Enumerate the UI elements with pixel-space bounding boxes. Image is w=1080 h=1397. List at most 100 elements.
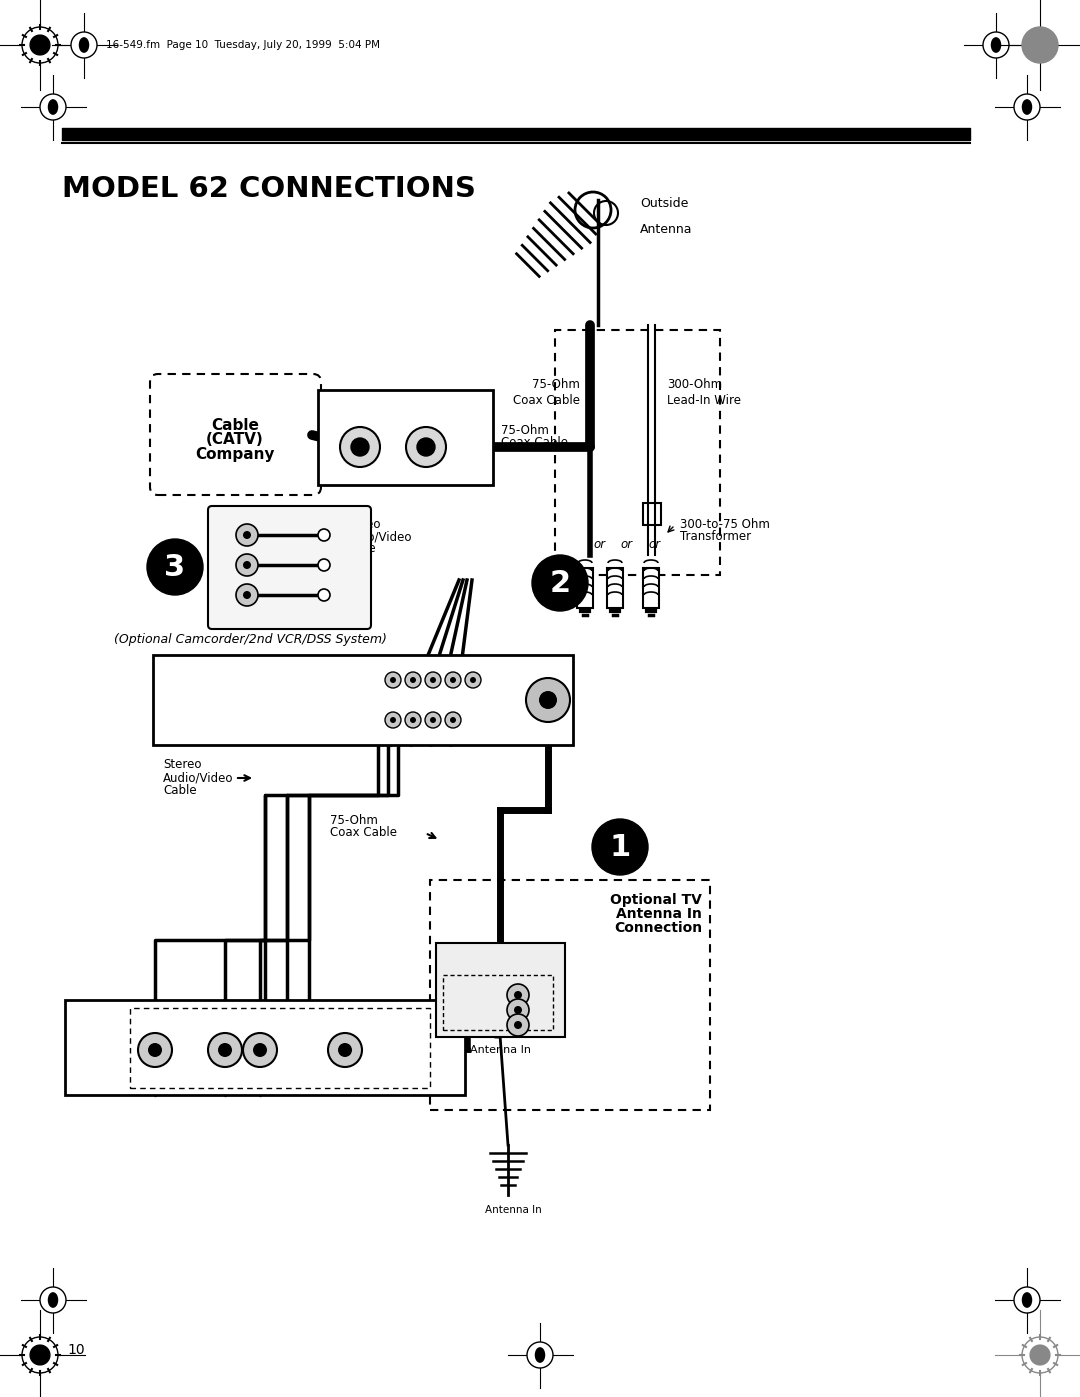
Circle shape [983,32,1009,59]
Text: Coax Cable: Coax Cable [330,827,397,840]
Circle shape [30,1345,50,1365]
Circle shape [405,672,421,687]
Circle shape [470,678,476,683]
Circle shape [430,717,436,724]
Text: 75-Ohm: 75-Ohm [501,423,549,436]
Circle shape [384,712,401,728]
Circle shape [1014,1287,1040,1313]
Circle shape [237,524,258,546]
Bar [430,880,710,1111]
Circle shape [426,672,441,687]
Circle shape [40,1287,66,1313]
Circle shape [410,717,416,724]
Circle shape [405,712,421,728]
Text: R: R [257,1073,264,1083]
Circle shape [237,555,258,576]
Circle shape [539,692,557,710]
Text: 1: 1 [609,833,631,862]
Text: or: or [649,538,661,552]
Bar [443,975,553,1030]
Text: Connection: Connection [613,921,702,935]
Text: Coax Cable: Coax Cable [501,436,568,450]
Circle shape [243,562,251,569]
Circle shape [147,539,203,595]
Text: Antenna In: Antenna In [485,1206,541,1215]
Text: R  AUDIO  L   VIDEO   IN FROM: R AUDIO L VIDEO IN FROM [393,661,488,665]
Ellipse shape [991,38,1000,52]
Circle shape [1022,1337,1058,1373]
Bar [65,1000,465,1095]
Circle shape [390,717,396,724]
Circle shape [208,1032,242,1067]
Text: ANT: ANT [473,666,486,672]
Circle shape [532,555,588,610]
Text: Company: Company [195,447,274,462]
Circle shape [514,990,522,999]
Circle shape [1030,1345,1050,1365]
Circle shape [340,427,380,467]
Circle shape [507,983,529,1006]
Text: Stereo: Stereo [163,759,202,771]
Text: Cable: Cable [342,542,376,556]
Ellipse shape [49,99,57,115]
Circle shape [218,1044,232,1058]
Text: 16-549.fm  Page 10  Tuesday, July 20, 1999  5:04 PM: 16-549.fm Page 10 Tuesday, July 20, 1999… [106,41,380,50]
Text: Audio/Video: Audio/Video [342,531,413,543]
Text: MODEL 62 CONNECTIONS: MODEL 62 CONNECTIONS [62,175,476,203]
Text: Stereo: Stereo [342,518,380,531]
Text: or: or [424,1045,440,1059]
Text: (Optional Camcorder/2nd VCR/DSS System): (Optional Camcorder/2nd VCR/DSS System) [113,633,387,647]
Text: IN: IN [354,467,366,476]
Text: OUT: OUT [415,467,437,476]
Circle shape [243,591,251,599]
Bar [607,569,623,608]
Circle shape [1022,27,1058,63]
Circle shape [318,559,330,571]
Text: OUT: OUT [381,703,394,707]
Text: Optional TV: Optional TV [610,893,702,907]
Circle shape [426,712,441,728]
Text: Audio: Audio [220,541,249,550]
Circle shape [430,678,436,683]
Text: Antenna: Antenna [640,224,692,236]
Text: 3: 3 [164,552,186,581]
Circle shape [148,1044,162,1058]
Circle shape [507,999,529,1021]
Bar [318,390,492,485]
Ellipse shape [536,1348,544,1362]
Circle shape [71,32,97,59]
Text: R: R [226,560,234,570]
Text: 75-Ohm: 75-Ohm [330,813,378,827]
Circle shape [253,1044,267,1058]
Bar [555,330,720,576]
Text: 3 CH 4: 3 CH 4 [463,711,484,715]
Text: Audio/Video: Audio/Video [163,771,233,785]
Circle shape [410,678,416,683]
Circle shape [514,1021,522,1030]
Circle shape [526,678,570,722]
Text: Antenna In: Antenna In [319,1073,372,1083]
Circle shape [592,819,648,875]
Text: Lead-In Wire: Lead-In Wire [667,394,741,407]
Bar [577,569,593,608]
Text: 10: 10 [67,1343,84,1356]
Ellipse shape [49,1292,57,1308]
Ellipse shape [1023,99,1031,115]
Text: 300-to-75 Ohm: 300-to-75 Ohm [680,518,770,531]
Circle shape [338,1044,352,1058]
Text: Model 62: Model 62 [163,668,242,683]
Text: or: or [594,538,606,552]
Circle shape [243,531,251,539]
Text: L: L [222,1073,228,1083]
Circle shape [445,672,461,687]
Text: Outside: Outside [640,197,688,210]
Text: TV: TV [73,1011,99,1030]
Text: or: or [621,538,633,552]
Bar [130,1009,430,1088]
Circle shape [237,584,258,606]
Text: Antenna In: Antenna In [470,1045,530,1055]
Circle shape [417,439,435,455]
Text: Video: Video [220,577,249,587]
Circle shape [1014,94,1040,120]
Text: Cable Box: Cable Box [326,402,411,418]
